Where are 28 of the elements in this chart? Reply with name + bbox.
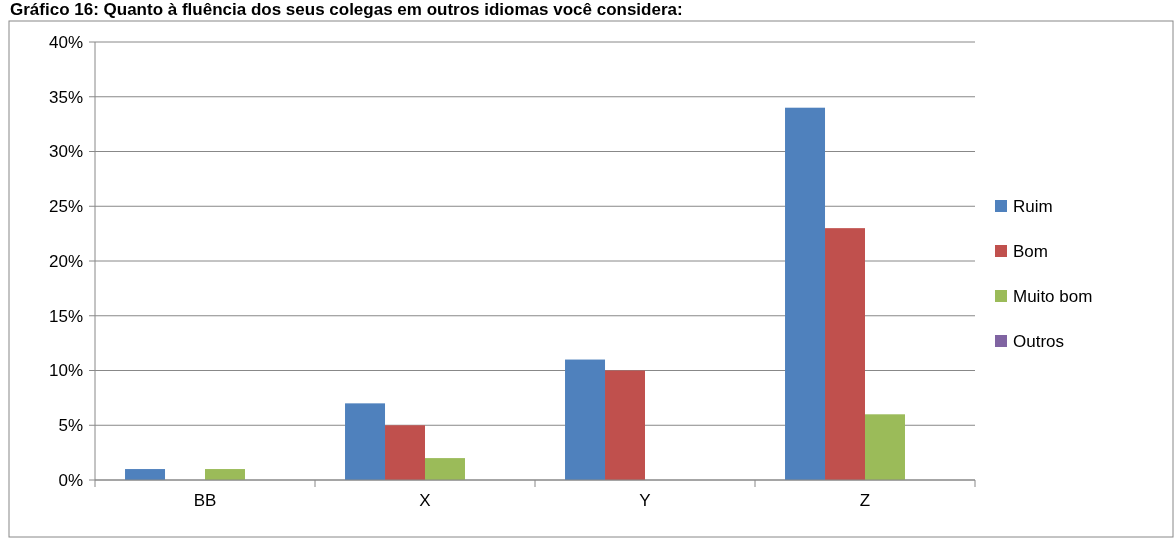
bar bbox=[865, 414, 905, 480]
y-tick-label: 0% bbox=[58, 470, 83, 490]
legend-label: Outros bbox=[1013, 331, 1065, 351]
y-tick-label: 5% bbox=[58, 416, 83, 436]
legend-label: Bom bbox=[1013, 241, 1048, 261]
bar bbox=[605, 370, 645, 480]
bar bbox=[785, 107, 826, 480]
bar bbox=[565, 359, 606, 480]
x-tick-label: X bbox=[419, 491, 431, 510]
legend-label: Muito bom bbox=[1013, 286, 1093, 306]
y-tick-label: 30% bbox=[48, 142, 83, 162]
bar bbox=[205, 469, 245, 480]
chart-title: Gráfico 16: Quanto à fluência dos seus colegas em outros idiomas você considera: bbox=[10, 0, 683, 19]
bar bbox=[125, 469, 166, 480]
y-tick-label: 40% bbox=[48, 32, 83, 52]
y-tick-label: 20% bbox=[48, 251, 83, 271]
bar bbox=[425, 458, 465, 480]
x-tick-label: Y bbox=[639, 491, 651, 510]
y-tick-label: 10% bbox=[48, 361, 83, 381]
bar bbox=[345, 403, 386, 480]
legend-label: Ruim bbox=[1013, 196, 1053, 216]
y-tick-label: 25% bbox=[48, 197, 83, 217]
x-tick-label: Z bbox=[859, 491, 871, 510]
y-tick-label: 15% bbox=[48, 306, 83, 326]
y-tick-label: 35% bbox=[48, 87, 83, 107]
bar bbox=[825, 228, 865, 480]
bar bbox=[385, 425, 425, 480]
x-tick-label: BB bbox=[193, 491, 217, 510]
